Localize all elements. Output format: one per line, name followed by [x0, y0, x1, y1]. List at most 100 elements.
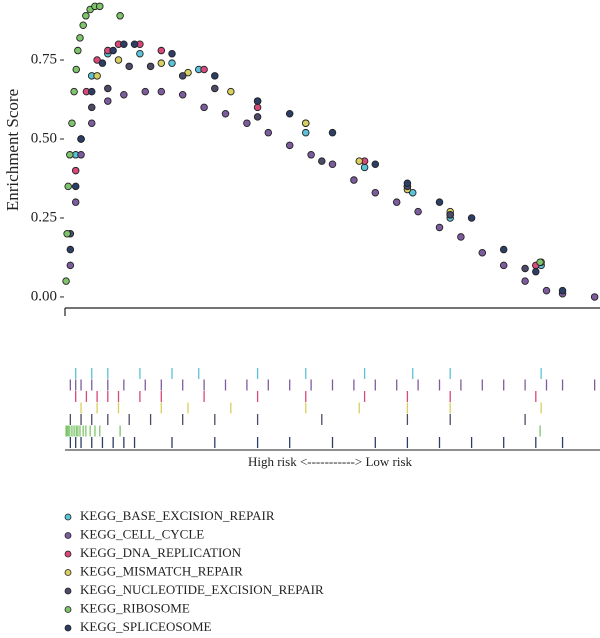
legend-label: KEGG_MISMATCH_REPAIR	[80, 563, 243, 578]
y-tick-label: 0.00	[31, 288, 57, 304]
y-tick-label: 0.75	[31, 51, 57, 67]
point	[371, 160, 380, 169]
y-tick-label: 0.25	[31, 209, 57, 225]
point	[302, 128, 310, 137]
point	[285, 141, 294, 150]
point	[66, 151, 74, 159]
point	[125, 62, 133, 71]
point	[157, 59, 166, 67]
point	[120, 91, 128, 99]
point	[168, 59, 176, 67]
point	[146, 62, 155, 71]
legend-marker	[64, 587, 72, 595]
point	[109, 46, 117, 55]
point	[64, 182, 72, 191]
point	[558, 286, 567, 295]
point	[409, 188, 417, 197]
point	[371, 188, 380, 197]
point	[285, 109, 294, 118]
point	[136, 49, 144, 58]
legend-marker	[64, 532, 72, 539]
point	[253, 97, 262, 105]
point	[532, 267, 540, 276]
point	[93, 72, 101, 80]
y-axis-label: Enrichment Score	[3, 89, 22, 211]
point	[104, 97, 112, 105]
point	[243, 119, 251, 127]
point	[104, 84, 112, 93]
point	[392, 198, 401, 206]
point	[350, 176, 358, 184]
point	[184, 68, 192, 77]
point	[130, 40, 139, 48]
point	[590, 293, 599, 301]
legend-marker	[64, 550, 72, 558]
point	[79, 21, 87, 30]
point	[328, 128, 337, 137]
point	[77, 135, 85, 143]
point	[355, 157, 364, 165]
point	[72, 65, 80, 74]
point	[446, 211, 454, 219]
point	[168, 49, 176, 58]
point	[542, 286, 551, 295]
legend-label: KEGG_BASE_EXCISION_REPAIR	[80, 508, 275, 523]
point	[87, 103, 96, 112]
point	[76, 34, 84, 42]
point	[157, 46, 166, 55]
point	[302, 119, 310, 127]
point	[200, 65, 208, 74]
point	[63, 230, 71, 238]
point	[71, 182, 80, 191]
point	[66, 261, 75, 270]
point	[71, 198, 80, 206]
point	[98, 59, 107, 67]
legend-marker	[64, 624, 72, 632]
legend-marker	[64, 569, 72, 576]
legend-label: KEGG_CELL_CYCLE	[80, 526, 204, 541]
point	[66, 245, 75, 254]
legend-label: KEGG_DNA_REPLICATION	[80, 545, 242, 560]
point	[62, 277, 70, 285]
point	[318, 157, 326, 165]
point	[178, 91, 187, 99]
point	[435, 223, 444, 232]
point	[264, 128, 273, 137]
point	[77, 151, 85, 159]
point	[82, 12, 90, 20]
x-axis-label: High risk <-----------> Low risk	[248, 454, 413, 469]
point	[467, 214, 476, 222]
point	[403, 179, 412, 187]
point	[70, 87, 78, 96]
point	[253, 113, 262, 121]
point	[328, 160, 337, 169]
point	[141, 87, 149, 96]
point	[253, 103, 262, 112]
point	[414, 207, 422, 216]
point	[71, 166, 80, 175]
point	[200, 103, 208, 112]
point	[435, 198, 444, 206]
point	[116, 12, 124, 20]
point	[478, 248, 487, 257]
point	[211, 84, 219, 93]
point	[87, 119, 96, 127]
point	[457, 233, 465, 241]
point	[96, 2, 104, 11]
point	[93, 56, 101, 64]
point	[87, 87, 96, 96]
legend-label: KEGG_NUCLEOTIDE_EXCISION_REPAIR	[80, 582, 324, 597]
point	[360, 163, 369, 172]
point	[68, 119, 76, 127]
legend-label: KEGG_RIBOSOME	[80, 600, 190, 615]
y-tick-label: 0.50	[31, 130, 57, 146]
point	[178, 72, 187, 80]
point	[521, 277, 529, 285]
point	[114, 56, 123, 64]
legend-label: KEGG_SPLICEOSOME	[80, 619, 212, 634]
point	[74, 46, 82, 55]
point	[521, 264, 529, 273]
point	[536, 258, 544, 266]
point	[211, 72, 219, 80]
